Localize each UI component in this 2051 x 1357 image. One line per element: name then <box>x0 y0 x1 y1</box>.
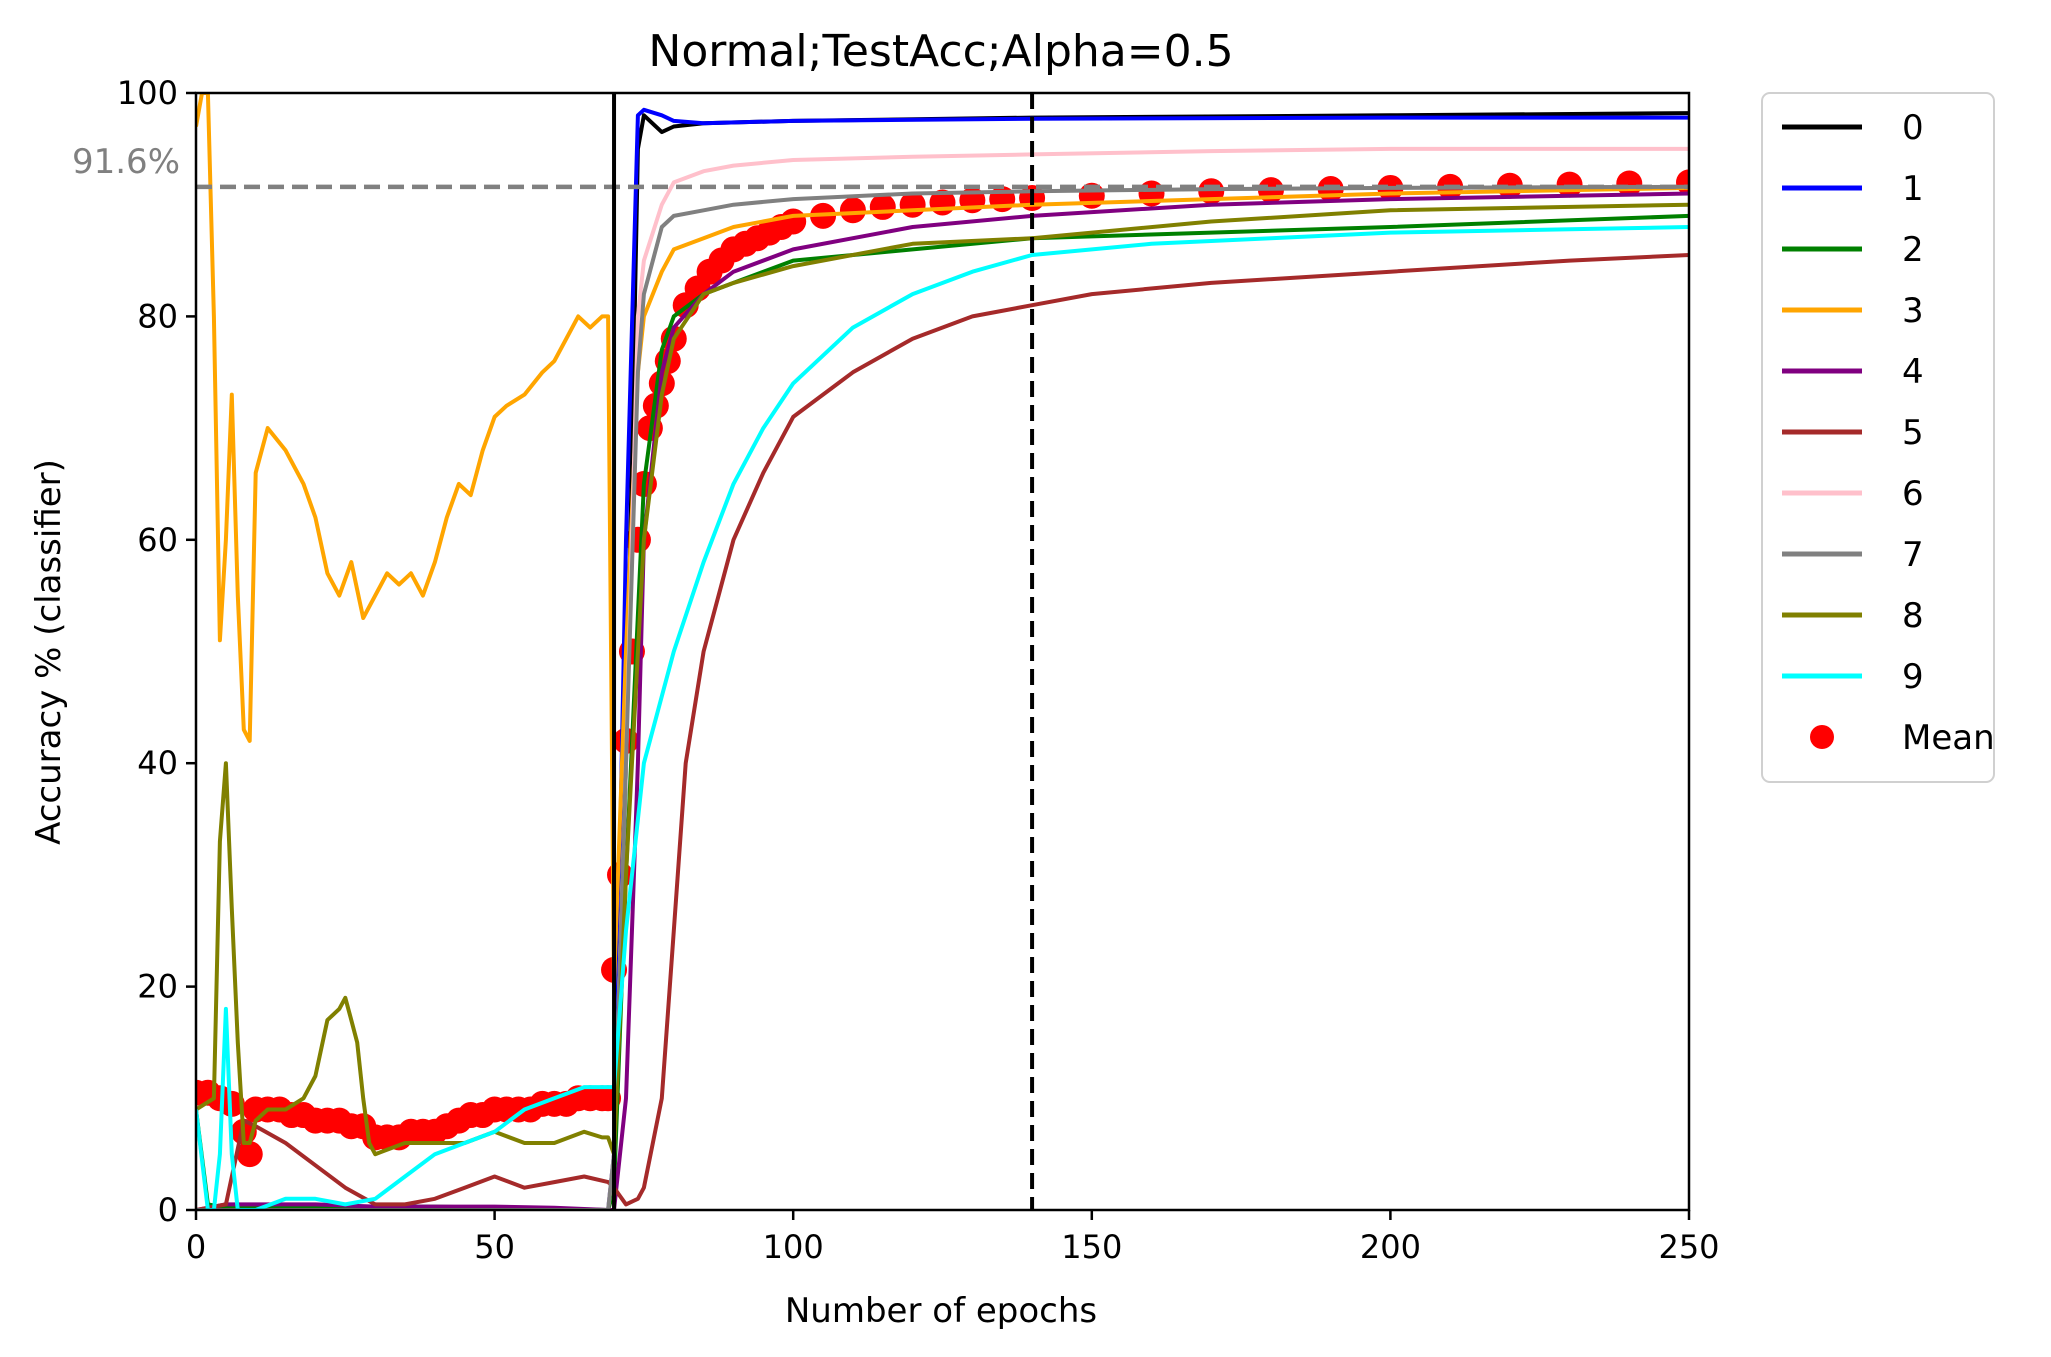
chart-title: Normal;TestAcc;Alpha=0.5 <box>648 26 1233 77</box>
legend-label: 5 <box>1902 413 1924 453</box>
x-tick-label: 150 <box>1061 1228 1122 1266</box>
legend-label: 2 <box>1902 230 1924 270</box>
axes-frame <box>194 91 1691 1212</box>
x-tick-label: 100 <box>763 1228 824 1266</box>
series-line-9 <box>196 225 1689 1210</box>
x-tick-label: 250 <box>1658 1228 1719 1266</box>
mean-marker <box>780 208 807 235</box>
series-line-6 <box>196 146 1689 1210</box>
series-line-1 <box>196 107 1689 1210</box>
y-axis-label: Accuracy % (classifier) <box>29 459 69 845</box>
legend-label: Mean <box>1902 718 1995 758</box>
legend-label: 9 <box>1902 657 1924 697</box>
legend-label: 6 <box>1902 474 1924 514</box>
y-tick-label: 40 <box>137 744 178 782</box>
legend-label: 1 <box>1902 169 1924 209</box>
legend-frame <box>1761 92 1995 783</box>
legend-label: 7 <box>1902 535 1924 575</box>
x-tick-label: 200 <box>1360 1228 1421 1266</box>
legend-label: 8 <box>1902 596 1924 636</box>
axis-ticks: 0 50 100 150 200 250 0 20 40 60 80 100 <box>117 74 1720 1266</box>
y-tick-label: 0 <box>158 1191 178 1229</box>
mean-marker <box>869 193 896 220</box>
series-line-5 <box>196 253 1689 1210</box>
y-tick-label: 80 <box>137 297 178 335</box>
x-tick-label: 0 <box>186 1228 206 1266</box>
y-tick-label: 100 <box>117 74 178 112</box>
mean-marker <box>839 197 866 224</box>
legend-label: 3 <box>1902 291 1924 331</box>
series-line-7 <box>196 184 1689 1210</box>
legend-marker <box>1810 725 1834 749</box>
x-tick-label: 50 <box>474 1228 515 1266</box>
legend-label: 4 <box>1902 352 1924 392</box>
x-axis-label: Number of epochs <box>785 1291 1097 1331</box>
series-line-8 <box>196 202 1689 1157</box>
y-tick-label: 60 <box>137 521 178 559</box>
mean-marker <box>236 1141 263 1168</box>
series-line-4 <box>196 191 1689 1210</box>
reference-line-label: 91.6% <box>72 142 180 182</box>
legend: 0 1 2 3 4 5 6 7 8 9 Mean <box>1761 92 1995 783</box>
series-line-3 <box>196 93 1689 989</box>
series-line-2 <box>196 213 1689 1210</box>
y-tick-label: 20 <box>137 968 178 1006</box>
series-line-0 <box>196 111 1689 1210</box>
plot-area <box>196 93 1689 1210</box>
legend-label: 0 <box>1902 108 1924 148</box>
mean-marker <box>218 1090 245 1117</box>
